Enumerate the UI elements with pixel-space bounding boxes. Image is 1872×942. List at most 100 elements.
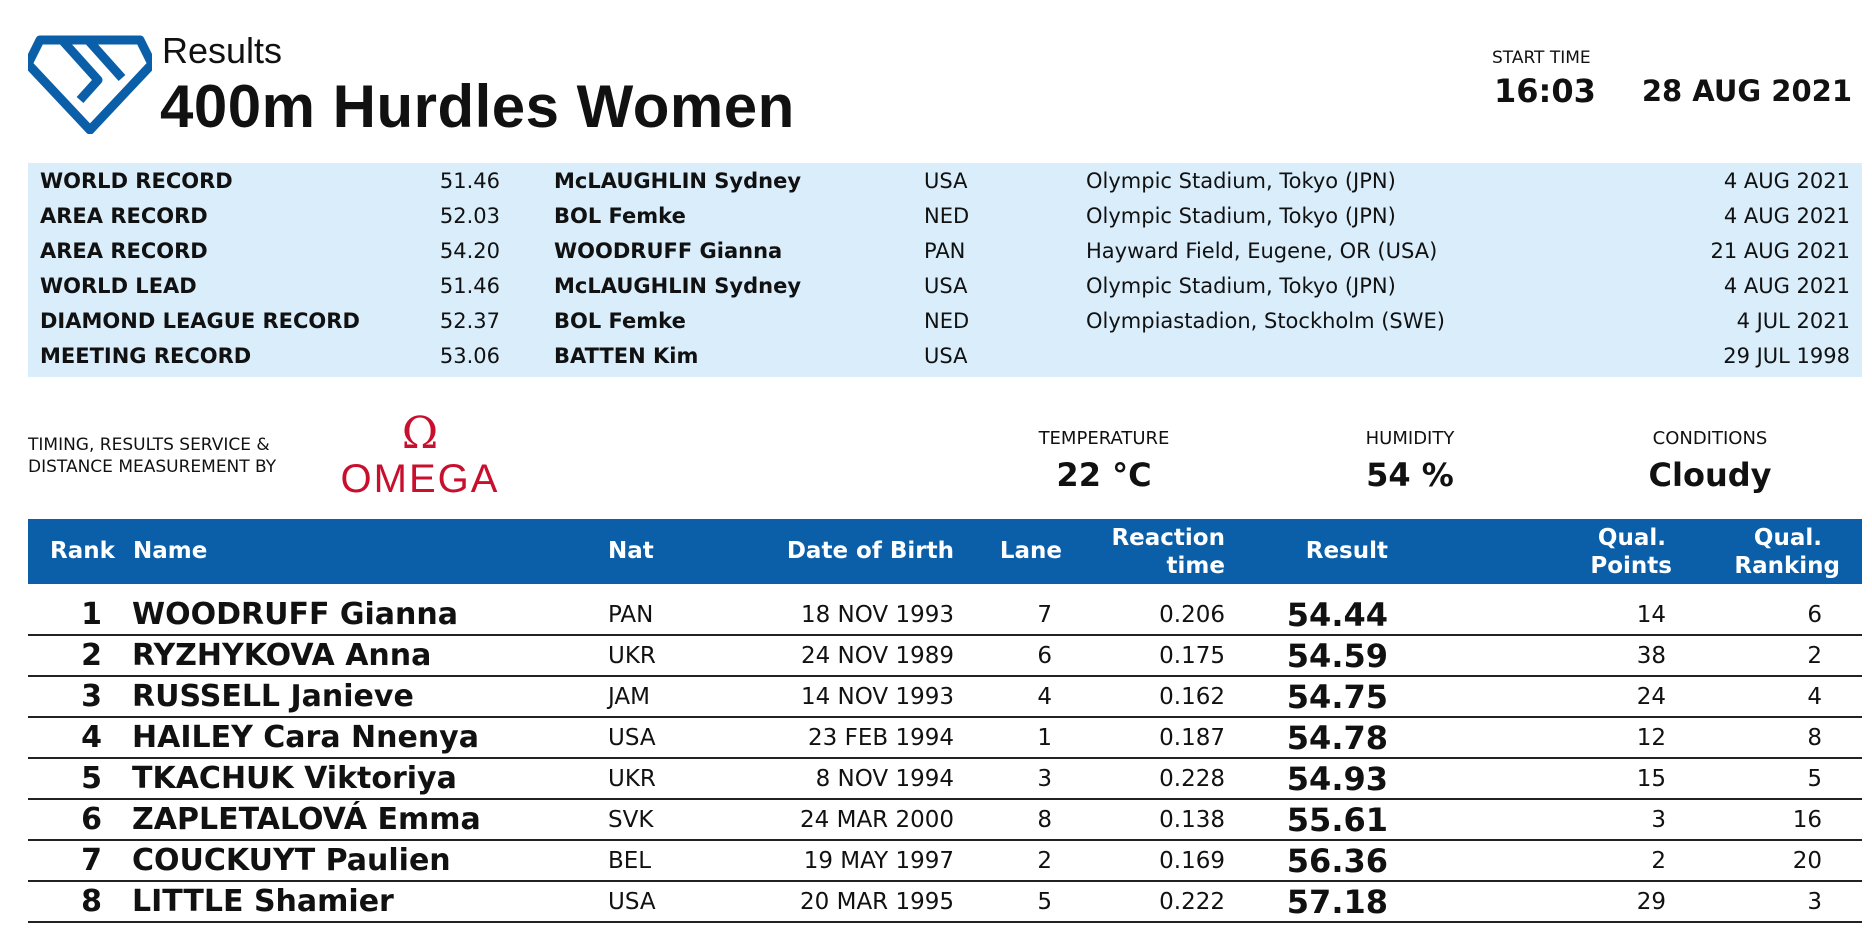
cell-lane: 6 [1037, 643, 1052, 669]
table-row: 6 ZAPLETALOVÁ Emma SVK 24 MAR 2000 8 0.1… [28, 799, 1862, 841]
record-row: DIAMOND LEAGUE RECORD 52.37 BOL Femke NE… [28, 303, 1862, 338]
record-holder: BOL Femke [554, 309, 686, 333]
cell-qual-points: 3 [1651, 807, 1666, 833]
record-holder: BOL Femke [554, 204, 686, 228]
cell-result: 54.78 [1286, 719, 1388, 757]
temperature-label: TEMPERATURE [1038, 428, 1170, 449]
cell-nat: UKR [608, 643, 656, 669]
cell-qual-ranking: 2 [1807, 643, 1822, 669]
cell-reaction: 0.206 [1159, 602, 1225, 628]
record-date: 4 AUG 2021 [1723, 204, 1850, 228]
cell-qual-points: 12 [1636, 725, 1666, 751]
record-date: 29 JUL 1998 [1723, 344, 1850, 368]
cell-result: 56.36 [1286, 842, 1388, 880]
cell-qual-points: 15 [1636, 766, 1666, 792]
cell-rank: 3 [81, 679, 102, 714]
record-row: MEETING RECORD 53.06 BATTEN Kim USA 29 J… [28, 338, 1862, 373]
col-header-reaction: Reaction [1111, 525, 1225, 551]
col-header-result: Result [1305, 538, 1388, 564]
cell-nat: USA [608, 889, 656, 915]
cell-result: 54.59 [1286, 637, 1388, 675]
cell-name: COUCKUYT Paulien [132, 843, 451, 878]
table-row: 8 LITTLE Shamier USA 20 MAR 1995 5 0.222… [28, 881, 1862, 923]
cell-rank: 6 [81, 802, 102, 837]
cell-nat: USA [608, 725, 656, 751]
record-type: WORLD LEAD [40, 274, 197, 298]
record-type: MEETING RECORD [40, 344, 252, 368]
col-header-qual-points-line2: Points [1590, 553, 1672, 579]
record-type: AREA RECORD [40, 204, 208, 228]
cell-lane: 7 [1037, 602, 1052, 628]
cell-reaction: 0.175 [1159, 643, 1225, 669]
record-type: DIAMOND LEAGUE RECORD [40, 309, 360, 333]
cell-lane: 4 [1037, 684, 1052, 710]
cell-dob: 14 NOV 1993 [800, 684, 954, 710]
col-header-lane: Lane [999, 538, 1062, 564]
cell-rank: 4 [81, 720, 102, 755]
record-nat: USA [924, 169, 968, 193]
record-date: 4 AUG 2021 [1723, 274, 1850, 298]
cell-lane: 1 [1037, 725, 1052, 751]
omega-logo-icon: Ω OMEGA [341, 410, 500, 500]
cell-qual-ranking: 5 [1807, 766, 1822, 792]
conditions-value: Cloudy [1648, 456, 1772, 494]
record-performance: 54.20 [439, 239, 500, 263]
cell-qual-ranking: 16 [1792, 807, 1822, 833]
cell-rank: 2 [81, 638, 102, 673]
cell-name: ZAPLETALOVÁ Emma [132, 802, 481, 837]
cell-dob: 19 MAY 1997 [803, 848, 954, 874]
col-header-reaction-line2: time [1166, 553, 1225, 579]
record-date: 21 AUG 2021 [1710, 239, 1850, 263]
humidity-label: HUMIDITY [1365, 428, 1455, 449]
table-row: 5 TKACHUK Viktoriya UKR 8 NOV 1994 3 0.2… [28, 758, 1862, 800]
record-performance: 51.46 [439, 274, 500, 298]
table-row: 4 HAILEY Cara Nnenya USA 23 FEB 1994 1 0… [28, 717, 1862, 759]
cell-reaction: 0.138 [1159, 807, 1225, 833]
cell-reaction: 0.169 [1159, 848, 1225, 874]
cell-name: LITTLE Shamier [132, 884, 394, 919]
record-venue: Olympiastadion, Stockholm (SWE) [1086, 309, 1445, 333]
cell-nat: JAM [608, 684, 650, 710]
start-time-value: 16:03 [1494, 72, 1596, 110]
record-venue: Hayward Field, Eugene, OR (USA) [1086, 239, 1438, 263]
diamond-league-logo-icon [28, 35, 152, 134]
cell-rank: 1 [81, 597, 102, 632]
table-row: 7 COUCKUYT Paulien BEL 19 MAY 1997 2 0.1… [28, 840, 1862, 882]
cell-result: 57.18 [1286, 883, 1388, 921]
cell-qual-ranking: 20 [1792, 848, 1822, 874]
record-venue: Olympic Stadium, Tokyo (JPN) [1086, 204, 1396, 228]
cell-name: WOODRUFF Gianna [132, 597, 459, 632]
conditions-label: CONDITIONS [1652, 428, 1768, 449]
cell-dob: 8 NOV 1994 [815, 766, 954, 792]
timing-credit-line2: DISTANCE MEASUREMENT BY [28, 457, 277, 477]
record-performance: 51.46 [439, 169, 500, 193]
cell-lane: 5 [1037, 889, 1052, 915]
cell-dob: 24 MAR 2000 [800, 807, 954, 833]
record-nat: USA [924, 274, 968, 298]
record-nat: NED [924, 309, 970, 333]
record-row: AREA RECORD 54.20 WOODRUFF Gianna PAN Ha… [28, 233, 1862, 268]
record-performance: 53.06 [439, 344, 500, 368]
cell-name: RYZHYKOVA Anna [132, 638, 432, 673]
record-venue: Olympic Stadium, Tokyo (JPN) [1086, 169, 1396, 193]
cell-rank: 8 [81, 884, 102, 919]
record-holder: McLAUGHLIN Sydney [554, 169, 802, 193]
cell-qual-ranking: 3 [1807, 889, 1822, 915]
omega-brand-text: OMEGA [341, 457, 500, 500]
cell-result: 54.44 [1286, 596, 1388, 634]
table-row: 3 RUSSELL Janieve JAM 14 NOV 1993 4 0.16… [28, 676, 1862, 718]
cell-qual-points: 38 [1636, 643, 1666, 669]
cell-rank: 5 [81, 761, 102, 796]
cell-nat: SVK [608, 807, 654, 833]
col-header-qual-ranking-line2: Ranking [1734, 553, 1840, 579]
start-time-label: START TIME [1492, 48, 1591, 68]
cell-reaction: 0.187 [1159, 725, 1225, 751]
page-subtitle: Results [162, 30, 283, 71]
cell-reaction: 0.228 [1159, 766, 1225, 792]
cell-qual-points: 29 [1636, 889, 1666, 915]
temperature-value: 22 °C [1056, 456, 1152, 494]
record-holder: BATTEN Kim [554, 344, 699, 368]
records-panel: WORLD RECORD 51.46 McLAUGHLIN Sydney USA… [28, 163, 1862, 377]
humidity-value: 54 % [1366, 456, 1454, 494]
record-row: AREA RECORD 52.03 BOL Femke NED Olympic … [28, 198, 1862, 233]
